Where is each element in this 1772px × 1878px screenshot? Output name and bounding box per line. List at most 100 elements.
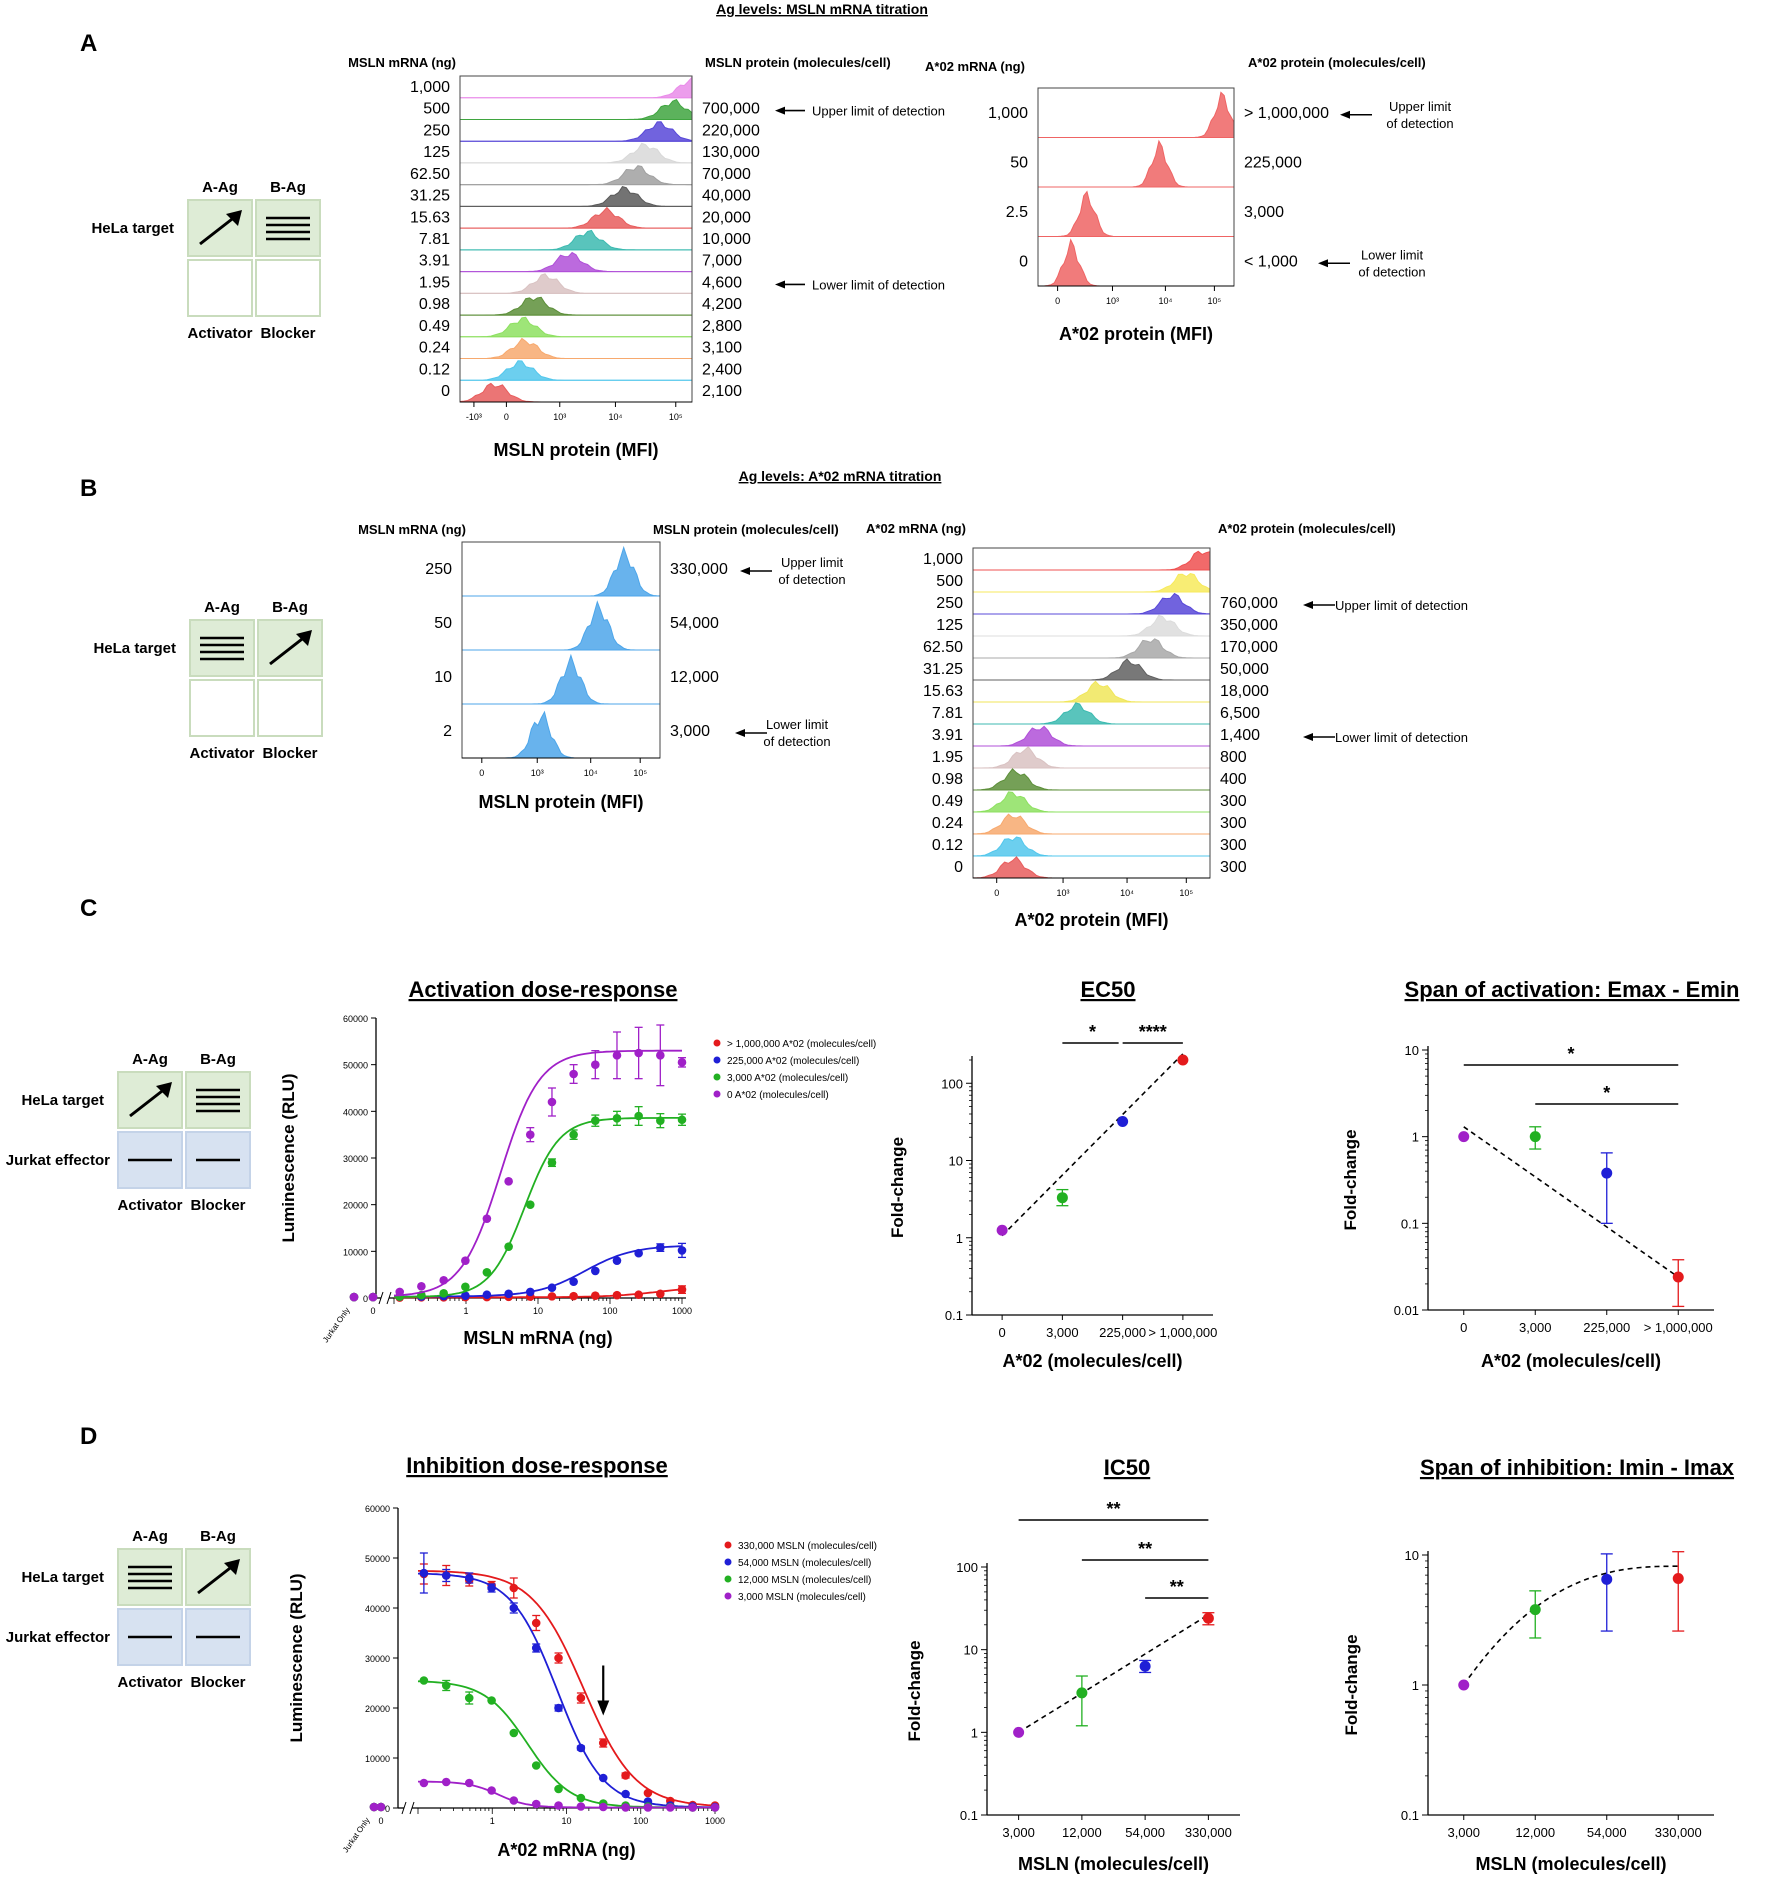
target-cell-box <box>255 199 321 257</box>
data-point <box>417 1282 426 1291</box>
mrna-value: 500 <box>936 573 963 590</box>
protein-header: MSLN protein (molecules/cell) <box>653 522 839 537</box>
protein-value: 50,000 <box>1220 661 1269 678</box>
target-cell-box <box>117 1548 183 1606</box>
y-tick-label: 30000 <box>365 1654 390 1664</box>
legend-marker <box>713 1090 721 1098</box>
panel-b-schematic: A-Ag B-Ag HeLa target Activator Blocker <box>93 599 323 762</box>
x-tick-label: 12,000 <box>1062 1825 1102 1840</box>
histogram-0.24 <box>459 337 693 360</box>
upper-limit-label: of detection <box>1386 116 1453 131</box>
b-ag-label: B-Ag <box>272 599 308 616</box>
x-tick-label: 0 <box>994 888 999 898</box>
protein-value: > 1,000,000 <box>1244 105 1329 122</box>
data-point <box>677 1115 687 1125</box>
data-point <box>461 1256 470 1265</box>
x-axis-title: A*02 (molecules/cell) <box>1481 1351 1661 1371</box>
y-axis-title: Fold-change <box>1342 1634 1361 1735</box>
b-ag-label: B-Ag <box>270 179 306 196</box>
data-point <box>576 1793 586 1803</box>
mrna-value: 0.24 <box>419 340 450 357</box>
mrna-value: 62.50 <box>923 639 963 656</box>
mrna-value: 0 <box>1019 253 1028 270</box>
protein-value: 1,400 <box>1220 727 1260 744</box>
data-point <box>576 1802 586 1811</box>
upper-limit-label: Upper limit <box>1389 99 1452 114</box>
fit-curve <box>417 1680 715 1809</box>
data-point <box>598 1773 608 1783</box>
fit-curve <box>393 1117 682 1298</box>
data-point <box>677 1246 687 1255</box>
data-point <box>621 1803 630 1812</box>
data-point <box>621 1789 630 1799</box>
data-point <box>643 1788 653 1798</box>
histogram-500 <box>973 572 1211 593</box>
mrna-value: 2 <box>443 723 452 740</box>
data-point <box>677 1058 687 1067</box>
x-tick-label: 0 <box>479 768 484 778</box>
data-point <box>482 1268 492 1277</box>
x-tick-label: 3,000 <box>1002 1825 1035 1840</box>
data-point <box>487 1696 496 1705</box>
protein-value: 700,000 <box>702 101 760 118</box>
inhibition-dose-response: Inhibition dose-response0100002000030000… <box>287 1453 877 1860</box>
legend-marker <box>713 1073 721 1081</box>
histogram-62.50 <box>973 638 1210 659</box>
data-point <box>591 1266 600 1276</box>
mrna-value: 50 <box>1010 154 1028 171</box>
histogram-0.12 <box>972 836 1210 857</box>
x-tick-label: 10³ <box>553 412 566 422</box>
data-point <box>554 1801 563 1810</box>
trend-line <box>1463 1565 1679 1686</box>
hela-target-label: HeLa target <box>91 220 174 237</box>
panel-a-schematic: A-Ag B-Ag HeLa target Activator Blocker <box>91 179 321 342</box>
y-tick-label: 10000 <box>343 1247 368 1257</box>
protein-value: 300 <box>1220 793 1247 810</box>
panel-b-a02-histograms: A*02 mRNA (ng) A*02 protein (molecules/ce… <box>866 521 1468 930</box>
x-tick-label: 0 <box>378 1816 383 1826</box>
data-point <box>1177 1054 1189 1066</box>
legend-marker <box>713 1039 721 1047</box>
protein-value: 54,000 <box>670 615 719 632</box>
protein-header: A*02 protein (molecules/cell) <box>1248 55 1426 70</box>
data-point <box>419 1568 429 1578</box>
x-tick-label: 0 <box>1055 296 1060 306</box>
x-tick-label: 330,000 <box>1655 1825 1702 1840</box>
data-point <box>525 1200 535 1209</box>
fit-curve <box>393 1049 682 1297</box>
protein-value: 3,000 <box>670 723 710 740</box>
data-point <box>643 1803 653 1812</box>
histogram-1,000 <box>459 75 693 99</box>
mrna-header: MSLN mRNA (ng) <box>358 522 466 537</box>
y-tick-label: 0.1 <box>945 1308 963 1323</box>
histogram-1,000 <box>973 550 1211 571</box>
protein-value: 300 <box>1220 859 1247 876</box>
y-tick-label: 1 <box>1412 1130 1419 1145</box>
protein-value: 18,000 <box>1220 683 1269 700</box>
data-point <box>634 1290 643 1300</box>
data-point <box>464 1693 474 1703</box>
data-point <box>1458 1131 1470 1143</box>
data-point <box>996 1224 1008 1236</box>
panel-d-schematic: A-Ag B-Ag HeLa target Jurkat effector Activa… <box>6 1528 251 1691</box>
y-tick-label: 30000 <box>343 1154 368 1164</box>
y-tick-label: 10 <box>1405 1548 1419 1563</box>
x-tick-label: 10⁴ <box>1158 296 1172 306</box>
y-tick-label: 0 <box>363 1294 368 1304</box>
x-axis-title: A*02 mRNA (ng) <box>497 1840 635 1860</box>
ic50-plot: IC50 0.1 1 10 100 Fold-change 3,000 12,000 54,00… <box>905 1455 1240 1874</box>
significance-label: * <box>1089 1022 1096 1042</box>
significance-label: ** <box>1170 1577 1184 1597</box>
data-point <box>525 1287 535 1297</box>
data-point <box>504 1289 513 1299</box>
arrow-head-icon <box>226 210 242 226</box>
protein-value: < 1,000 <box>1244 253 1298 270</box>
lower-limit-label: Lower limit of detection <box>812 277 945 292</box>
x-tick-label: 10³ <box>1057 888 1070 898</box>
histogram-0.12 <box>459 360 693 381</box>
x-tick-label: 10⁵ <box>1179 888 1193 898</box>
data-point <box>547 1158 557 1167</box>
x-axis-title: A*02 protein (MFI) <box>1059 324 1213 344</box>
data-point <box>1139 1660 1151 1672</box>
data-point <box>591 1291 600 1300</box>
